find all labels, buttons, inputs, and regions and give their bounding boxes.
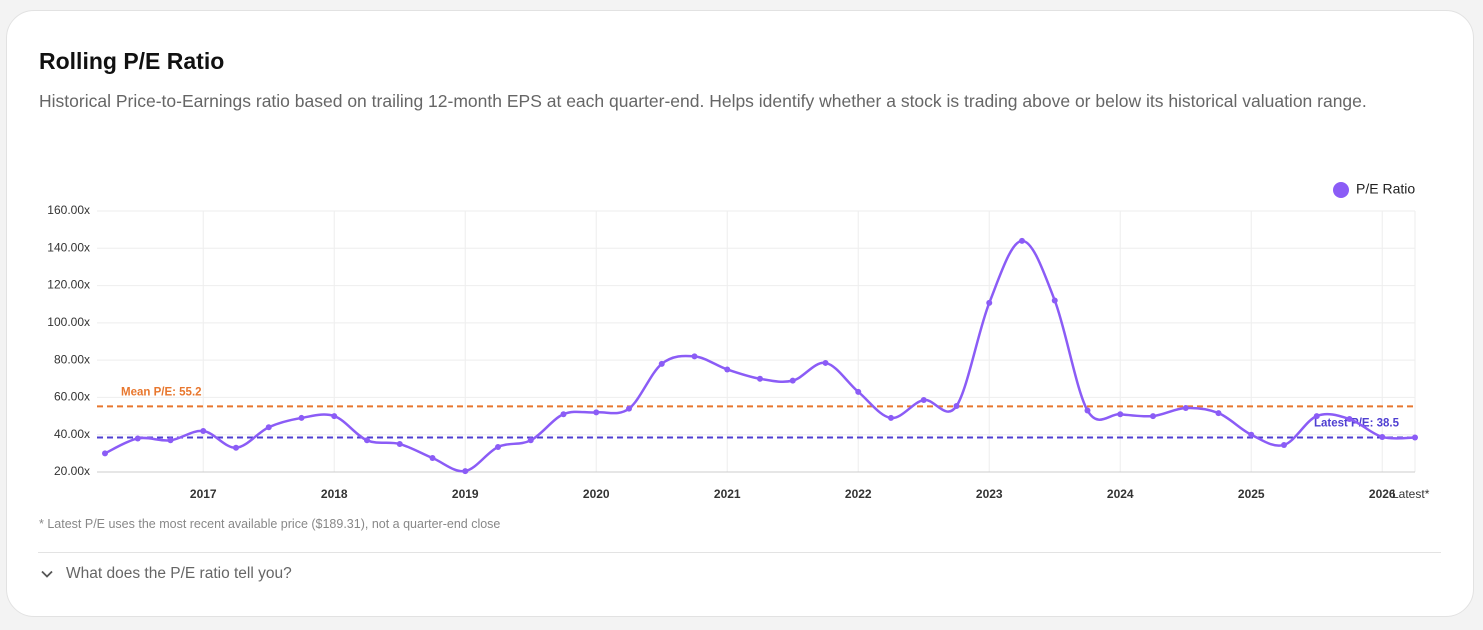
data-point (102, 450, 108, 457)
data-point (1182, 405, 1189, 412)
data-point (1346, 416, 1353, 423)
chart-title: Rolling P/E Ratio (39, 48, 225, 74)
data-point (1117, 411, 1124, 418)
data-point (167, 437, 174, 444)
data-point (822, 359, 829, 366)
data-point (560, 411, 567, 418)
data-point (855, 388, 862, 395)
data-point (1150, 413, 1156, 420)
data-point (396, 441, 403, 448)
data-point (1313, 413, 1320, 420)
y-tick-label: 40.00x (54, 427, 90, 441)
data-point (1248, 431, 1255, 438)
data-point (1412, 434, 1418, 441)
x-tick-label: 2018 (321, 487, 348, 501)
data-point (1019, 237, 1025, 244)
data-point (1281, 441, 1287, 448)
data-point (789, 377, 796, 384)
data-point (986, 299, 993, 306)
data-point (527, 437, 534, 444)
data-line (104, 239, 1416, 473)
x-tick-label: 2017 (190, 487, 217, 501)
legend-swatch (1333, 182, 1349, 198)
chart-subtitle: Historical Price-to-Earnings ratio based… (39, 91, 1367, 111)
y-tick-label: 20.00x (54, 464, 90, 478)
legend-label: P/E Ratio (1356, 181, 1415, 197)
data-point (691, 353, 698, 360)
data-point (462, 468, 469, 475)
data-point (757, 375, 763, 382)
x-tick-label: Latest* (1392, 487, 1430, 501)
data-point (1084, 407, 1091, 414)
data-point (331, 413, 338, 420)
x-tick-label: 2020 (583, 487, 610, 501)
reference-label: Mean P/E: 55.2 (121, 386, 202, 398)
x-tick-label: 2024 (1107, 487, 1134, 501)
data-point (134, 435, 141, 442)
data-point (920, 397, 927, 404)
data-point (429, 455, 436, 462)
y-tick-label: 120.00x (47, 278, 90, 292)
x-tick-label: 2019 (452, 487, 479, 501)
data-point (593, 409, 600, 416)
data-point (233, 444, 239, 451)
data-point (1215, 410, 1222, 417)
y-tick-label: 60.00x (54, 390, 90, 404)
data-point (1379, 433, 1386, 440)
y-tick-label: 140.00x (47, 240, 90, 254)
chevron-icon (41, 570, 53, 578)
faq-toggle[interactable]: What does the P/E ratio tell you? (40, 565, 292, 583)
data-point (364, 437, 370, 444)
x-tick-label: 2026 (1369, 487, 1396, 501)
data-point (495, 444, 501, 451)
x-tick-label: 2023 (976, 487, 1003, 501)
divider (38, 552, 1441, 553)
data-point (888, 414, 894, 421)
x-tick-label: 2025 (1238, 487, 1265, 501)
data-point (1051, 297, 1058, 304)
card (6, 10, 1474, 617)
data-point (298, 414, 305, 421)
footnote: * Latest P/E uses the most recent availa… (39, 517, 501, 531)
data-point (626, 405, 632, 412)
data-point (724, 366, 731, 373)
x-tick-label: 2022 (845, 487, 872, 501)
faq-question[interactable]: What does the P/E ratio tell you? (66, 565, 292, 582)
y-tick-label: 160.00x (47, 203, 90, 217)
x-tick-label: 2021 (714, 487, 741, 501)
y-tick-label: 100.00x (47, 315, 90, 329)
data-point (265, 424, 272, 431)
data-point (953, 403, 960, 410)
data-point (200, 427, 207, 434)
data-point (658, 360, 665, 367)
y-tick-label: 80.00x (54, 352, 90, 366)
